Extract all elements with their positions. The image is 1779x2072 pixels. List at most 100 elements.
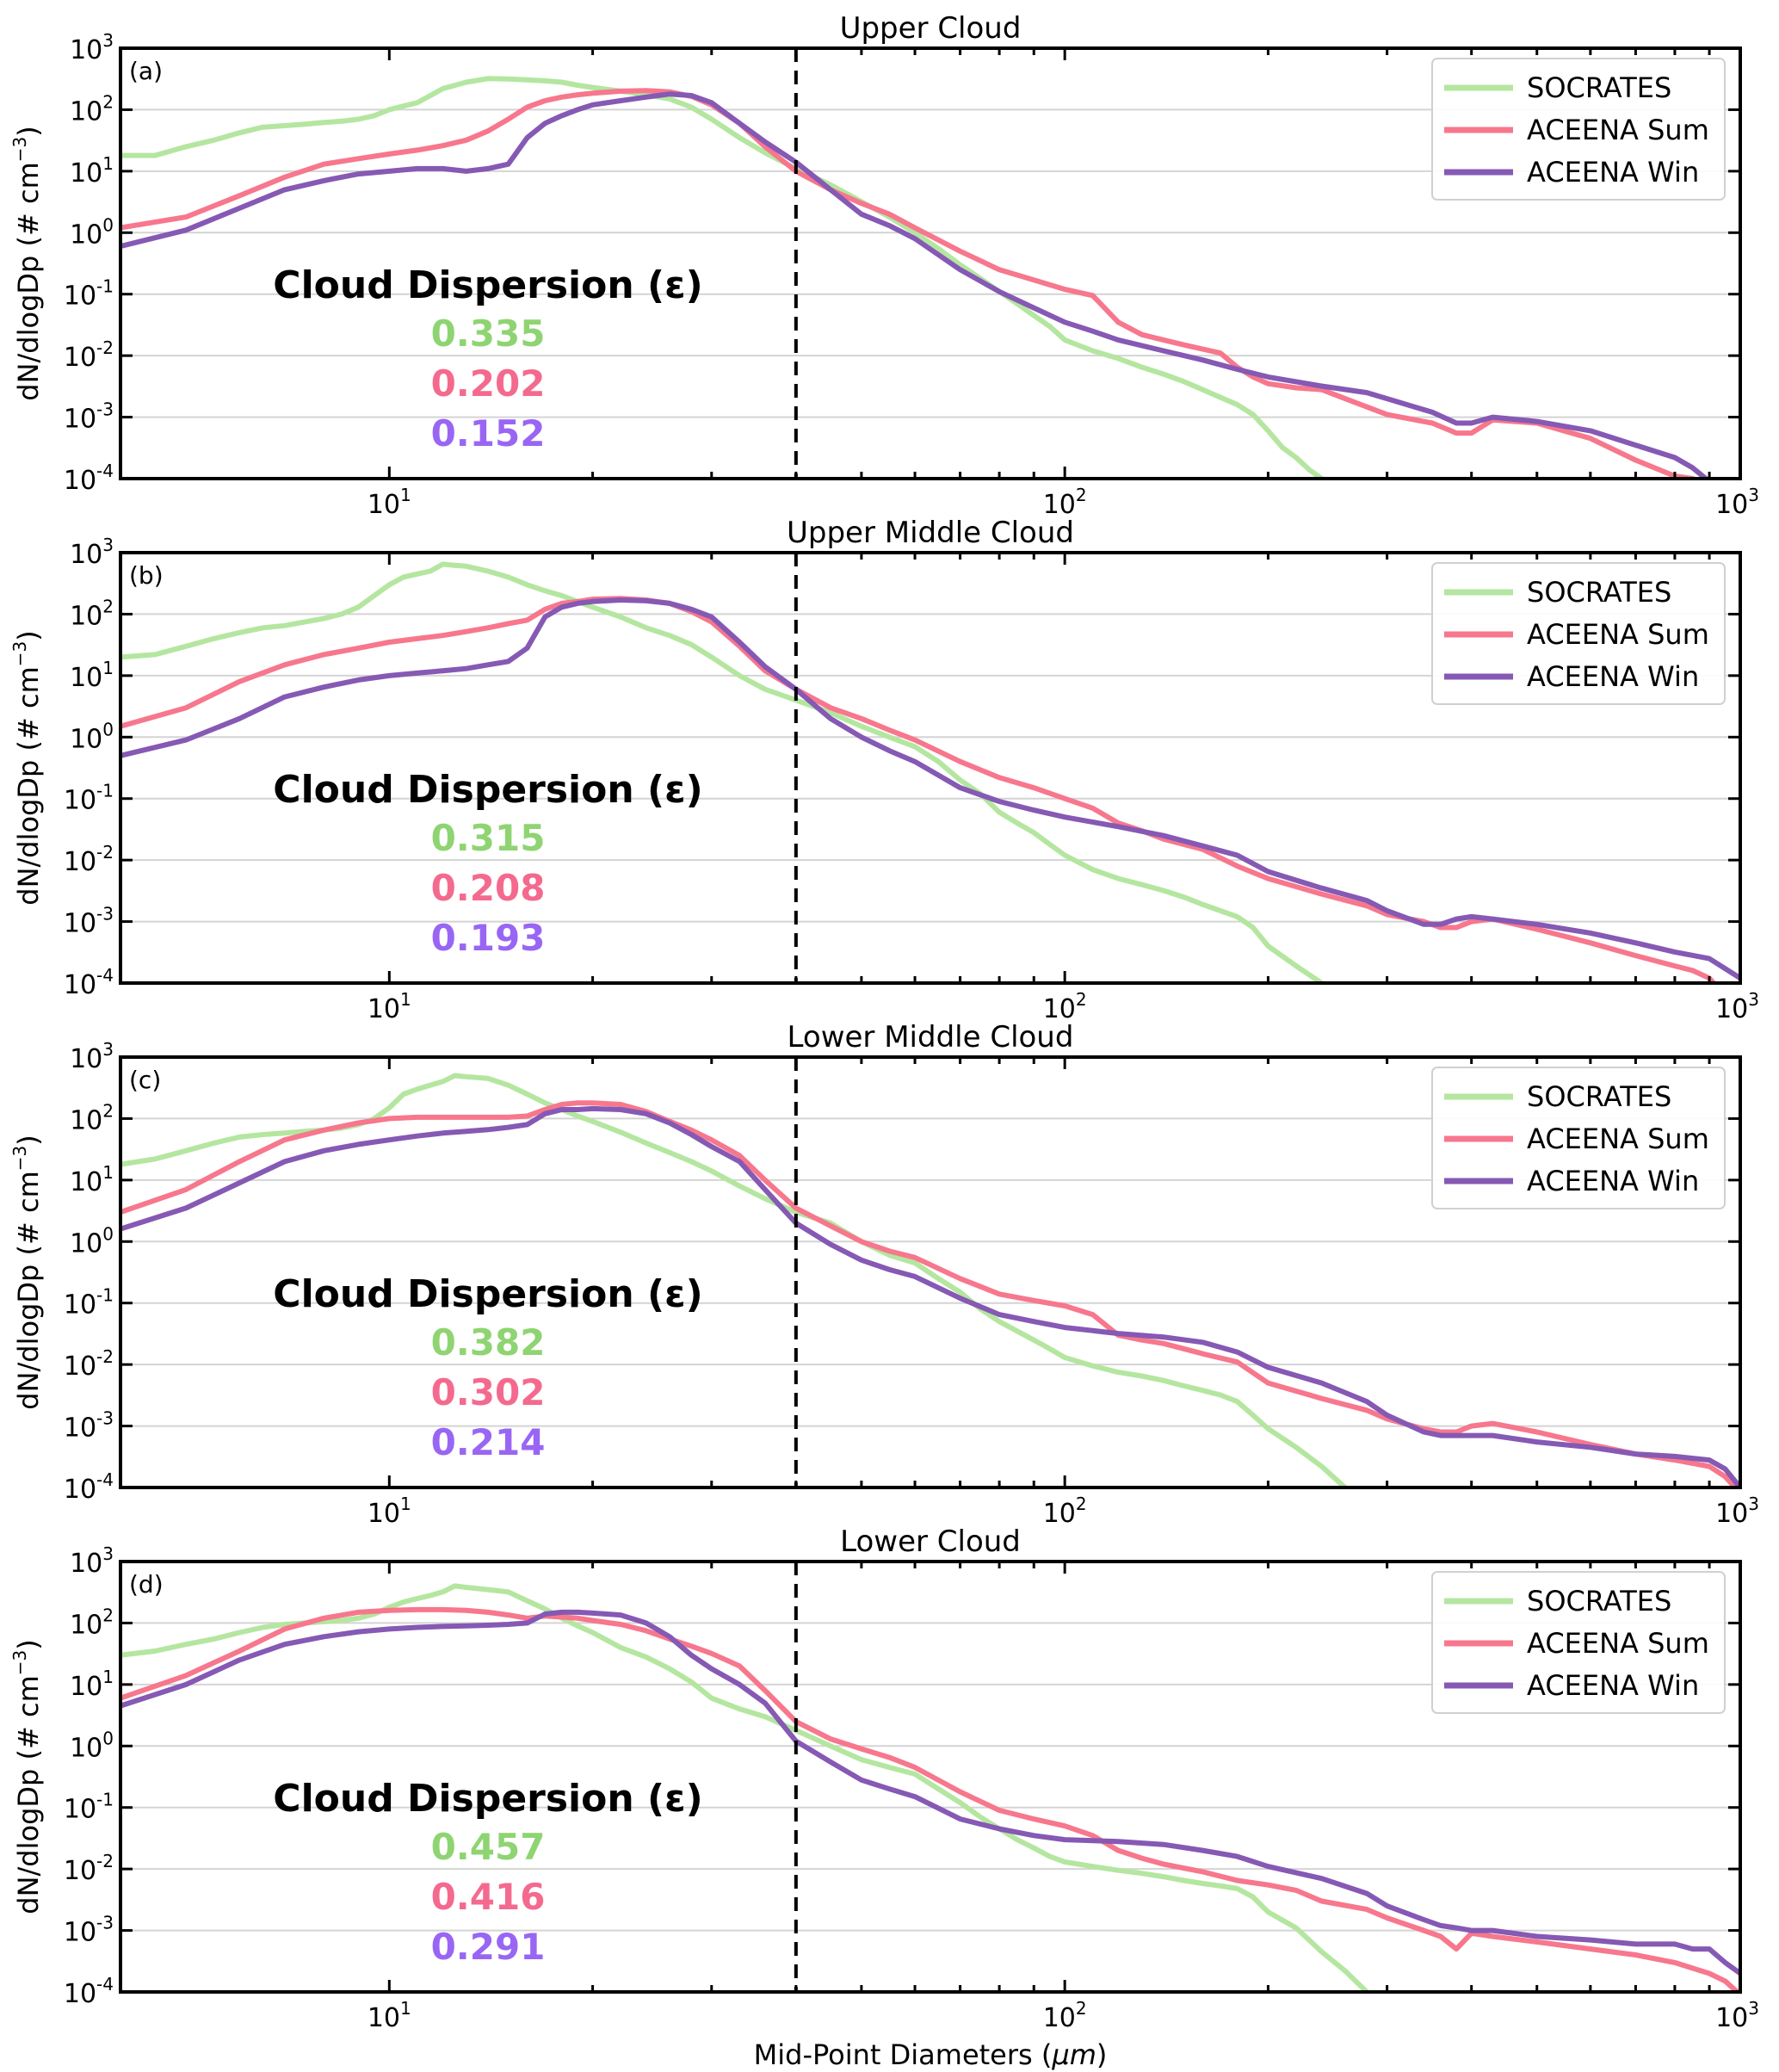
- y-tick-label: 10-1: [64, 781, 114, 816]
- panel-label: (c): [129, 1066, 161, 1094]
- y-axis-label-exp: −3: [9, 137, 30, 162]
- y-tick-label: 10-1: [64, 1790, 114, 1825]
- x-tick-label: 102: [1043, 1494, 1087, 1529]
- y-tick-label: 10-4: [64, 1469, 114, 1505]
- x-axis-label-unit: μm: [1051, 2038, 1096, 2071]
- legend-box: [1431, 1067, 1726, 1209]
- dispersion-value: 0.208: [431, 867, 546, 909]
- y-tick-label-base: 10: [64, 909, 96, 939]
- y-tick-label-exp: 3: [102, 1039, 114, 1060]
- legend-label: ACEENA Win: [1527, 1165, 1699, 1197]
- x-tick-label: 102: [1043, 1998, 1087, 2033]
- y-tick-label: 10-3: [64, 904, 114, 939]
- y-tick-label: 103: [70, 1039, 114, 1074]
- axes-frame: [119, 46, 1742, 480]
- legend-label: ACEENA Sum: [1527, 618, 1709, 651]
- y-tick-label-base: 10: [70, 601, 102, 631]
- panel-d: Lower Cloud10310210110010-110-210-310-41…: [9, 1525, 1759, 2033]
- x-tick-label: 101: [368, 485, 411, 520]
- y-axis-label-close: ): [12, 126, 45, 136]
- dispersion-title: Cloud Dispersion (ε): [273, 1272, 702, 1316]
- y-tick-label-base: 10: [70, 35, 102, 65]
- y-tick-label: 101: [70, 1162, 114, 1197]
- y-axis-label: dN/dlogDp (# cm−3): [9, 1135, 45, 1409]
- y-tick-label-exp: -3: [96, 904, 114, 925]
- axes-frame: [119, 1055, 1742, 1489]
- x-tick-label: 103: [1715, 1494, 1759, 1529]
- dispersion-value: 0.152: [431, 412, 546, 455]
- y-tick-label-base: 10: [64, 847, 96, 877]
- y-tick-label-base: 10: [64, 1475, 96, 1505]
- y-tick-label-base: 10: [70, 220, 102, 250]
- series-line-aceena-sum: [120, 1606, 1740, 1992]
- y-tick-label-exp: 2: [102, 1100, 114, 1121]
- x-tick-label-exp: 2: [1076, 1998, 1087, 2019]
- y-tick-label-exp: 3: [102, 30, 114, 51]
- x-tick-label: 103: [1715, 1998, 1759, 2033]
- y-tick-label-exp: 0: [102, 1223, 114, 1244]
- legend-label: ACEENA Win: [1527, 660, 1699, 693]
- x-tick-label-base: 10: [368, 2003, 400, 2033]
- y-tick-label: 10-4: [64, 461, 114, 496]
- dispersion-title: Cloud Dispersion (ε): [273, 1777, 702, 1821]
- y-tick-label: 10-1: [64, 276, 114, 312]
- y-tick-label-base: 10: [70, 96, 102, 127]
- series-group: [120, 561, 1740, 983]
- y-axis-label: dN/dlogDp (# cm−3): [9, 630, 45, 905]
- y-axis-label: dN/dlogDp (# cm−3): [9, 1639, 45, 1914]
- y-tick-label: 100: [70, 719, 114, 754]
- y-tick-label-exp: -4: [96, 461, 114, 481]
- x-tick-label: 103: [1715, 989, 1759, 1024]
- y-tick-label-base: 10: [64, 970, 96, 1000]
- y-tick-label-base: 10: [70, 1167, 102, 1197]
- legend: SOCRATES ACEENA Sum ACEENA Win: [1431, 562, 1726, 705]
- y-tick-label-exp: 1: [102, 658, 114, 678]
- y-tick-label-exp: -2: [96, 337, 114, 358]
- x-tick-label-exp: 3: [1748, 989, 1759, 1010]
- y-axis-label-text: dN/dlogDp (# cm: [12, 666, 45, 905]
- y-tick-label-exp: 1: [102, 1162, 114, 1183]
- y-axis-label-close: ): [12, 1135, 45, 1145]
- x-axis-label: Mid-Point Diameters (μm): [754, 2038, 1108, 2071]
- y-tick-label: 101: [70, 1667, 114, 1702]
- y-tick-label: 102: [70, 596, 114, 631]
- x-tick-label-base: 10: [1043, 994, 1076, 1024]
- x-tick-label-base: 10: [368, 490, 400, 520]
- dispersion-annotation: Cloud Dispersion (ε) 0.335 0.202 0.152: [273, 263, 702, 455]
- legend-label: SOCRATES: [1527, 1585, 1671, 1617]
- legend-box: [1431, 58, 1726, 201]
- x-tick-label-exp: 3: [1748, 485, 1759, 505]
- legend: SOCRATES ACEENA Sum ACEENA Win: [1431, 1571, 1726, 1714]
- y-tick-label-exp: -1: [96, 1285, 114, 1306]
- y-tick-label-exp: -1: [96, 276, 114, 297]
- series-line-aceena-win: [120, 1105, 1740, 1488]
- y-tick-label: 10-4: [64, 965, 114, 1000]
- x-tick-label: 101: [368, 989, 411, 1024]
- x-tick-label: 103: [1715, 485, 1759, 520]
- x-tick-label: 102: [1043, 989, 1087, 1024]
- dispersion-value: 0.315: [431, 817, 546, 859]
- dispersion-value: 0.202: [431, 362, 546, 405]
- y-tick-label-exp: -3: [96, 1913, 114, 1933]
- y-tick-label: 103: [70, 1543, 114, 1579]
- y-tick-label-exp: -4: [96, 1974, 114, 1995]
- legend-label: ACEENA Sum: [1527, 1123, 1709, 1155]
- x-axis-label-close: ): [1096, 2038, 1107, 2071]
- y-tick-label: 10-3: [64, 399, 114, 435]
- legend-label: SOCRATES: [1527, 71, 1671, 104]
- series-group: [120, 1583, 1740, 1992]
- x-tick-label-base: 10: [1043, 1499, 1076, 1529]
- y-tick-label: 10-4: [64, 1974, 114, 2009]
- y-tick-label-base: 10: [64, 1413, 96, 1444]
- x-tick-label: 101: [368, 1998, 411, 2033]
- legend-label: ACEENA Sum: [1527, 114, 1709, 146]
- x-tick-label: 102: [1043, 485, 1087, 520]
- y-axis-label-close: ): [12, 630, 45, 640]
- y-tick-label: 10-1: [64, 1285, 114, 1321]
- y-tick-label-exp: -1: [96, 1790, 114, 1810]
- y-tick-label-exp: -2: [96, 1851, 114, 1871]
- panel-label: (b): [129, 561, 164, 590]
- y-tick-label: 10-3: [64, 1913, 114, 1948]
- legend-label: ACEENA Win: [1527, 156, 1699, 189]
